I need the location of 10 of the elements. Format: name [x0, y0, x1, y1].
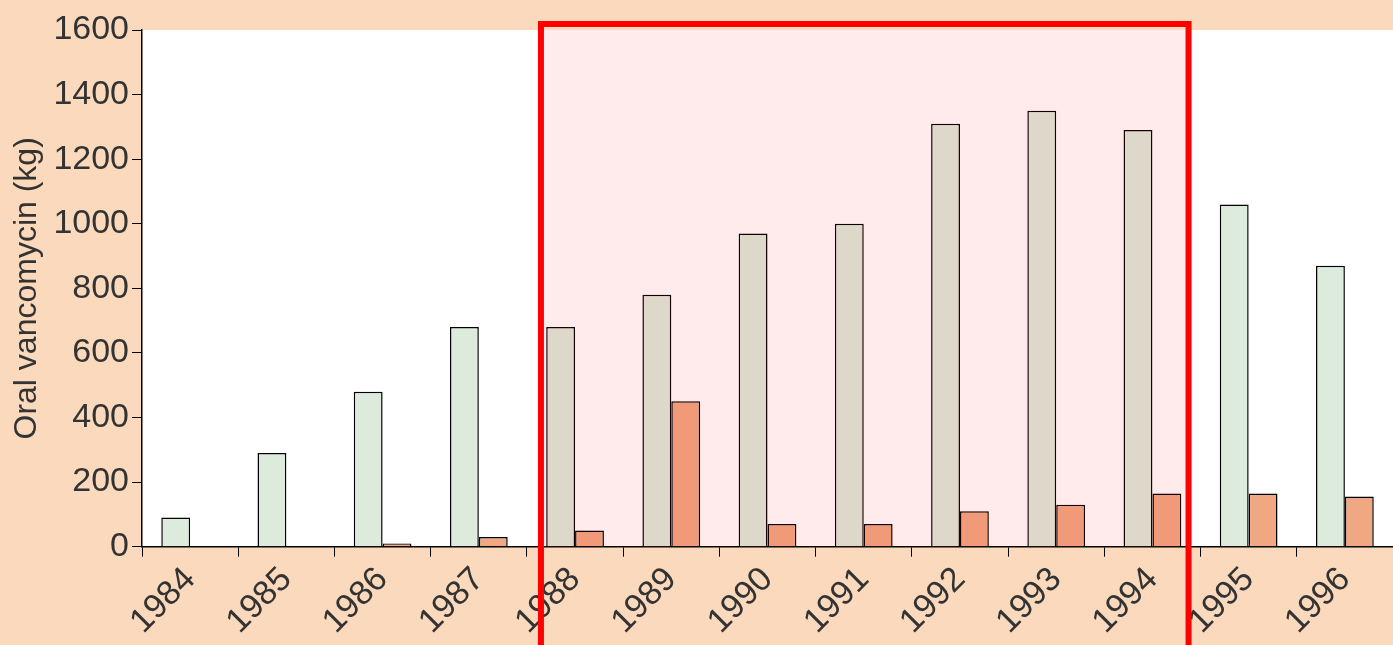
- y-tick-label: 1200: [53, 137, 130, 176]
- y-tick-label: 0: [110, 525, 130, 564]
- y-tick-label: 800: [72, 266, 130, 305]
- y-tick-label: 1600: [53, 8, 130, 47]
- y-tick-label: 400: [72, 395, 130, 434]
- y-tick-label: 1000: [53, 202, 130, 241]
- y-tick-label: 600: [72, 331, 130, 370]
- y-axis-title: Oral vancomycin (kg): [7, 137, 44, 440]
- y-tick-label: 1400: [53, 72, 130, 111]
- y-tick-label: 200: [72, 460, 130, 499]
